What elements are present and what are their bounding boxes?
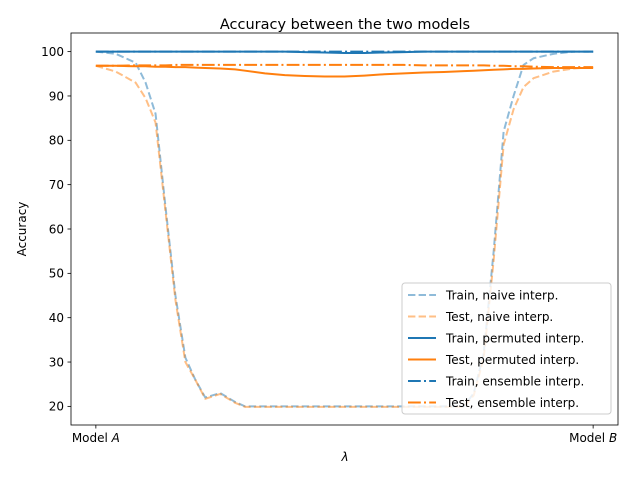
legend-entry-label: Test, permuted interp. (445, 353, 579, 367)
series-line-1 (95, 64, 594, 408)
legend-entry-label: Train, permuted interp. (445, 331, 584, 345)
y-axis-ticks: 20 30 40 50 60 70 80 90 100 (41, 45, 71, 414)
y-tick-label: 40 (49, 311, 64, 325)
y-tick-label: 90 (49, 89, 64, 103)
y-tick-label: 20 (49, 400, 64, 414)
legend-entry-label: Test, naive interp. (445, 310, 553, 324)
y-tick-label: 70 (49, 178, 64, 192)
chart-title: Accuracy between the two models (220, 17, 470, 33)
axes-frame (70, 32, 619, 426)
series-line-5 (95, 63, 594, 69)
legend-entry-label: Train, naive interp. (445, 288, 558, 302)
legend-box (401, 282, 612, 415)
y-tick-label: 80 (49, 134, 64, 148)
x-tick-label-text: Model (72, 431, 112, 445)
x-tick-label: Model A (72, 431, 120, 445)
series-line-3 (95, 64, 594, 78)
y-tick-label: 100 (41, 45, 64, 59)
x-axis-ticks: Model A Model B (72, 425, 617, 445)
x-tick-label-text: Model (569, 431, 609, 445)
x-tick-label-model: A (111, 431, 120, 445)
x-tick-label-model: B (609, 431, 617, 445)
y-tick-label: 60 (49, 222, 64, 236)
legend-entry-label: Train, ensemble interp. (445, 374, 584, 388)
y-tick-label: 30 (49, 355, 64, 369)
legend-entry-label: Test, ensemble interp. (445, 396, 579, 410)
x-tick-label: Model B (569, 431, 617, 445)
y-axis-label: Accuracy (15, 202, 29, 257)
y-tick-label: 50 (49, 267, 64, 281)
plot-area (95, 50, 594, 408)
x-axis-label: λ (340, 450, 348, 464)
legend: Train, naive interp. Test, naive interp. T… (401, 282, 612, 415)
